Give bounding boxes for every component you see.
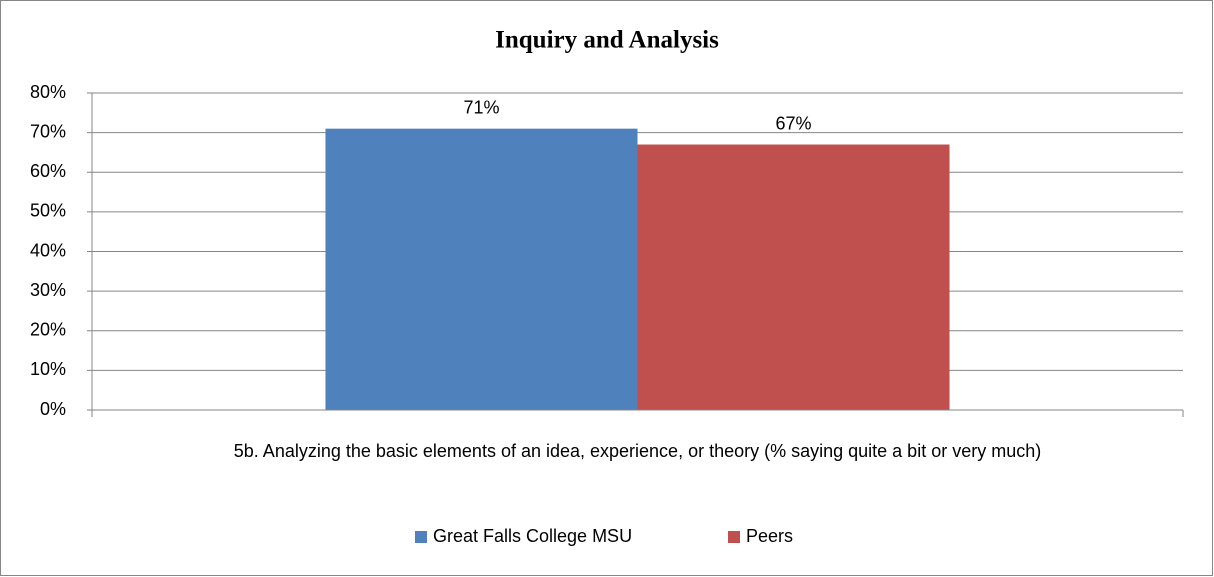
y-tick-label: 10% — [30, 359, 66, 379]
legend-swatch — [415, 531, 427, 543]
y-tick-label: 30% — [30, 280, 66, 300]
y-tick-label: 50% — [30, 201, 66, 221]
y-tick-label: 70% — [30, 121, 66, 141]
legend-label: Great Falls College MSU — [433, 526, 632, 546]
legend-label: Peers — [746, 526, 793, 546]
y-tick-label: 20% — [30, 320, 66, 340]
legend-swatch — [728, 531, 740, 543]
data-label: 71% — [463, 97, 499, 117]
data-label: 67% — [775, 113, 811, 133]
y-tick-label: 60% — [30, 161, 66, 181]
bar — [325, 128, 638, 410]
y-tick-label: 40% — [30, 240, 66, 260]
x-tick-label: 5b. Analyzing the basic elements of an i… — [233, 441, 1042, 461]
bar — [637, 144, 950, 410]
y-tick-label: 80% — [30, 82, 66, 102]
chart-title: Inquiry and Analysis — [495, 27, 719, 54]
y-tick-label: 0% — [40, 399, 66, 419]
